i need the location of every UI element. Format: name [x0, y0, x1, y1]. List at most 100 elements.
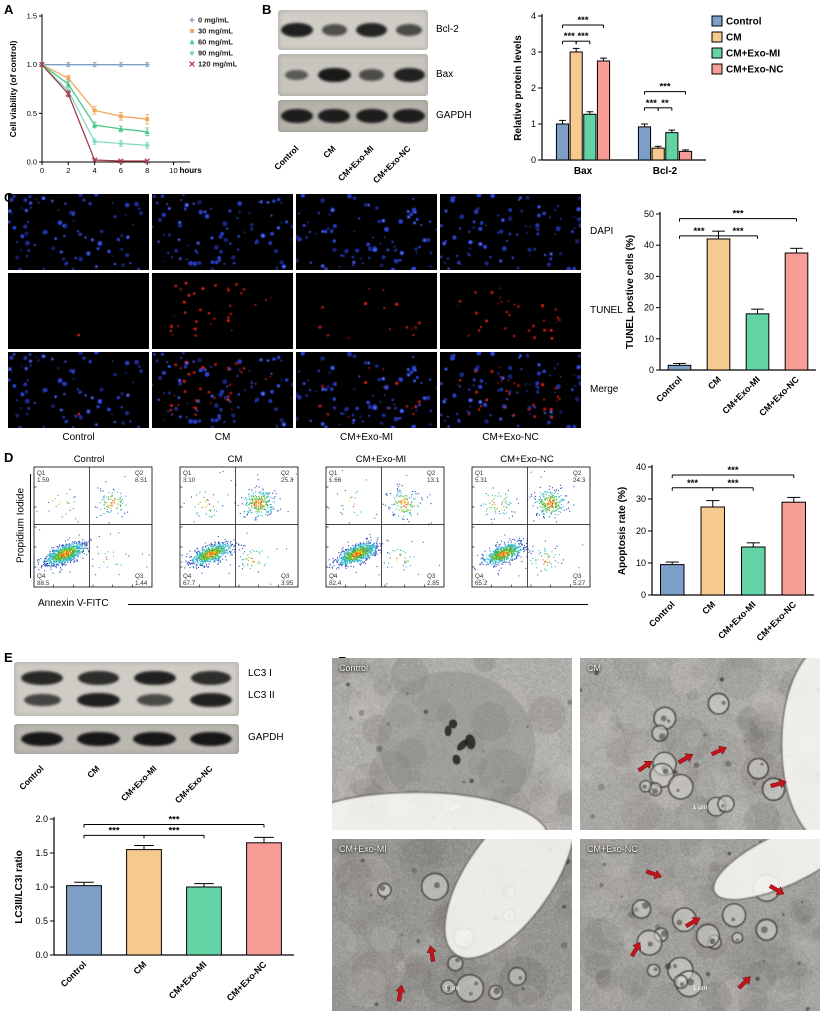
svg-text:***: *** — [577, 31, 588, 42]
blot-band — [355, 108, 388, 124]
blot-band — [318, 108, 351, 124]
svg-text:Q1: Q1 — [183, 470, 192, 477]
blot-band — [77, 731, 120, 747]
em-image-label: CM — [587, 663, 601, 673]
merge-image — [440, 352, 581, 428]
panel-label-e: E — [4, 650, 13, 665]
svg-text:LC3II/LC3I ratio: LC3II/LC3I ratio — [14, 850, 25, 923]
blot-band — [190, 671, 232, 685]
svg-text:1.0: 1.0 — [27, 60, 37, 69]
em-canvas — [332, 839, 572, 1011]
blot-band-label: GAPDH — [436, 110, 472, 121]
svg-text:***: *** — [108, 825, 119, 836]
blot-band-label: LC3 I — [248, 668, 272, 679]
blot-band-label: LC3 II — [248, 690, 275, 701]
blot-band — [280, 108, 313, 124]
column-label-cm: CM — [214, 432, 231, 443]
blot-band — [189, 731, 233, 747]
apoptosis-rate-bar-chart: 0 10 20 30 40 Apoptosis rate (%) Control CM CM+E… — [614, 455, 820, 651]
svg-text:***: *** — [693, 226, 704, 237]
svg-text:Bax: Bax — [574, 166, 593, 177]
svg-text:***: *** — [564, 31, 575, 42]
svg-text:Bcl-2: Bcl-2 — [653, 166, 678, 177]
svg-text:CM: CM — [726, 33, 742, 44]
svg-text:CM+Exo-NC: CM+Exo-NC — [225, 959, 269, 1003]
svg-text:***: *** — [727, 465, 738, 476]
svg-text:Q3: Q3 — [427, 573, 436, 580]
flow-x-axis-line — [128, 604, 588, 605]
panel-label-a: A — [4, 2, 14, 17]
em-arrow-overlay — [395, 945, 437, 1002]
svg-text:***: *** — [577, 15, 588, 26]
em-image-label: CM+Exo-NC — [587, 844, 638, 854]
svg-text:0.0: 0.0 — [27, 158, 37, 167]
svg-text:0 mg/mL: 0 mg/mL — [198, 16, 229, 25]
svg-text:Q1: Q1 — [329, 470, 338, 477]
tunel-image — [296, 273, 437, 349]
panel-label-b: B — [262, 2, 272, 17]
svg-text:TUNEL postive cells (%): TUNEL postive cells (%) — [625, 235, 636, 349]
column-label-cm-exo-nc: CM+Exo-NC — [482, 432, 539, 443]
svg-text:Control: Control — [59, 959, 89, 989]
merge-image — [152, 352, 293, 428]
blot-band — [23, 693, 61, 707]
svg-text:CM+Exo-NC: CM+Exo-NC — [757, 374, 801, 418]
svg-text:2: 2 — [531, 83, 536, 93]
em-arrow-overlay — [630, 869, 785, 990]
svg-text:Cell viability (of control): Cell viability (of control) — [8, 40, 18, 137]
svg-text:CM+Exo-NC: CM+Exo-NC — [754, 599, 798, 643]
svg-text:40: 40 — [636, 462, 646, 472]
svg-text:0.0: 0.0 — [35, 950, 48, 960]
svg-text:20: 20 — [636, 526, 646, 536]
svg-text:3: 3 — [531, 47, 536, 57]
svg-text:Q3: Q3 — [281, 573, 290, 580]
svg-text:CM+Exo-MI: CM+Exo-MI — [726, 49, 780, 60]
svg-text:0: 0 — [641, 590, 646, 600]
blot-band-label: GAPDH — [248, 732, 284, 743]
svg-text:1: 1 — [531, 119, 536, 129]
svg-text:***: *** — [727, 478, 738, 489]
flow-plot: Control Q1 1.59 Q2 8.51 Q4 88.5 Q3 1.44 — [26, 454, 160, 594]
svg-text:***: *** — [168, 825, 179, 836]
column-label-cm-exo-mi: CM+Exo-MI — [339, 432, 394, 443]
svg-text:Q4: Q4 — [37, 573, 46, 580]
row-label-tunel: TUNEL — [590, 305, 623, 316]
panel-label-d: D — [4, 450, 14, 465]
svg-text:24.3: 24.3 — [573, 477, 586, 484]
blot-band — [393, 67, 425, 83]
svg-text:Control: Control — [74, 454, 105, 465]
svg-text:Control: Control — [647, 599, 677, 629]
svg-text:Q1: Q1 — [475, 470, 484, 477]
svg-text:Control: Control — [726, 17, 762, 28]
svg-text:CM+Exo-MI: CM+Exo-MI — [720, 374, 762, 416]
row-label-merge: Merge — [590, 384, 619, 395]
svg-text:1.44: 1.44 — [135, 580, 148, 587]
blot-band — [21, 670, 63, 686]
flow-y-axis-line — [30, 474, 31, 578]
blot-strip — [278, 54, 428, 96]
flow-plot: CM+Exo-NC Q1 5.31 Q2 24.3 Q4 65.2 Q3 5.27 — [464, 454, 598, 594]
electron-microscopy-grid: Control 1 µm CM 1 µm CM+Exo-MI 1 µm CM+Exo-NC 1… — [332, 658, 822, 1013]
svg-text:82.4: 82.4 — [329, 580, 342, 587]
flow-y-axis-label: Propidium Iodide — [15, 487, 27, 564]
scale-label: 1 µm — [444, 985, 460, 992]
dapi-image — [8, 194, 149, 270]
viability-line-chart: 0.0 0.5 1.0 1.5 0 2 4 6 8 10 hours Cell viability (… — [6, 4, 258, 188]
em-image-label: Control — [339, 663, 369, 673]
western-blot-lc3: LC3 I LC3 II GAPDH Control CM CM+Exo-MI CM+Exo… — [10, 658, 325, 805]
blot-band — [133, 670, 176, 686]
svg-text:CM: CM — [228, 454, 243, 465]
svg-text:2: 2 — [66, 166, 70, 175]
blot-band — [359, 69, 385, 81]
flow-cytometry-plots: Control Q1 1.59 Q2 8.51 Q4 88.5 Q3 1.44 CM Q1 3.10 Q… — [26, 454, 592, 596]
blot-band — [20, 731, 64, 747]
svg-text:Q4: Q4 — [183, 573, 192, 580]
svg-text:20: 20 — [644, 303, 654, 313]
protein-levels-bar-chart: 0 1 2 3 4 Relative protein levels Bax Bcl-2 *** *… — [512, 4, 824, 184]
svg-text:Q3: Q3 — [573, 573, 582, 580]
dapi-image — [440, 194, 581, 270]
svg-text:CM+Exo-MI: CM+Exo-MI — [167, 959, 209, 1001]
blot-band — [317, 67, 351, 83]
svg-text:Q4: Q4 — [475, 573, 484, 580]
svg-text:0.5: 0.5 — [27, 109, 37, 118]
